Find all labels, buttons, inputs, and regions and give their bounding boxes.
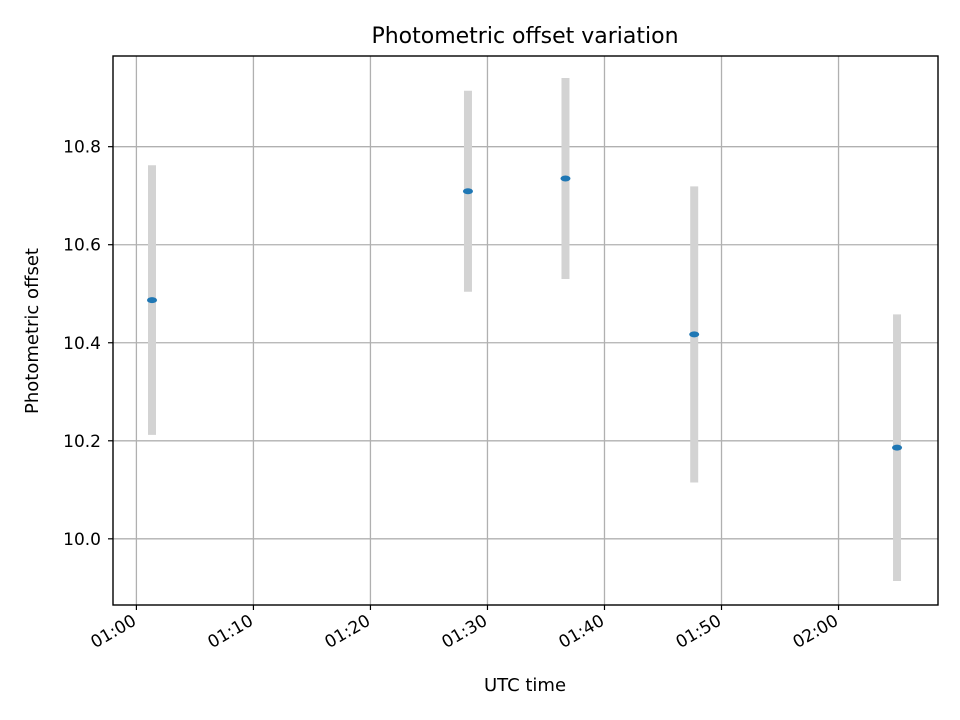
y-axis-ticks: 10.0 10.2 10.4 10.6 10.8 [63,138,113,550]
error-bars [148,78,902,581]
y-tick-label: 10.6 [63,236,101,256]
x-axis-ticks: 01:00 01:10 01:20 01:30 01:40 01:50 02:00 [87,605,842,653]
data-point [147,297,158,304]
data-point [892,444,903,451]
x-tick-label: 01:50 [673,611,725,653]
x-tick-label: 01:40 [556,611,608,653]
x-tick-label: 01:00 [87,611,139,653]
data-points [147,175,903,451]
y-tick-label: 10.4 [63,334,101,354]
data-point [462,188,473,195]
data-point [689,331,700,338]
x-tick-label: 02:00 [790,611,842,653]
y-axis-label: Photometric offset [22,248,43,414]
y-tick-label: 10.0 [63,530,101,550]
x-axis-label: UTC time [484,675,566,696]
x-tick-label: 01:20 [322,611,374,653]
x-tick-label: 01:30 [439,611,491,653]
x-tick-label: 01:10 [204,611,256,653]
y-tick-label: 10.8 [63,138,101,158]
grid [113,56,938,605]
chart-title: Photometric offset variation [371,24,678,49]
plot-frame [112,55,939,606]
y-tick-label: 10.2 [63,432,101,452]
data-point [560,175,571,182]
